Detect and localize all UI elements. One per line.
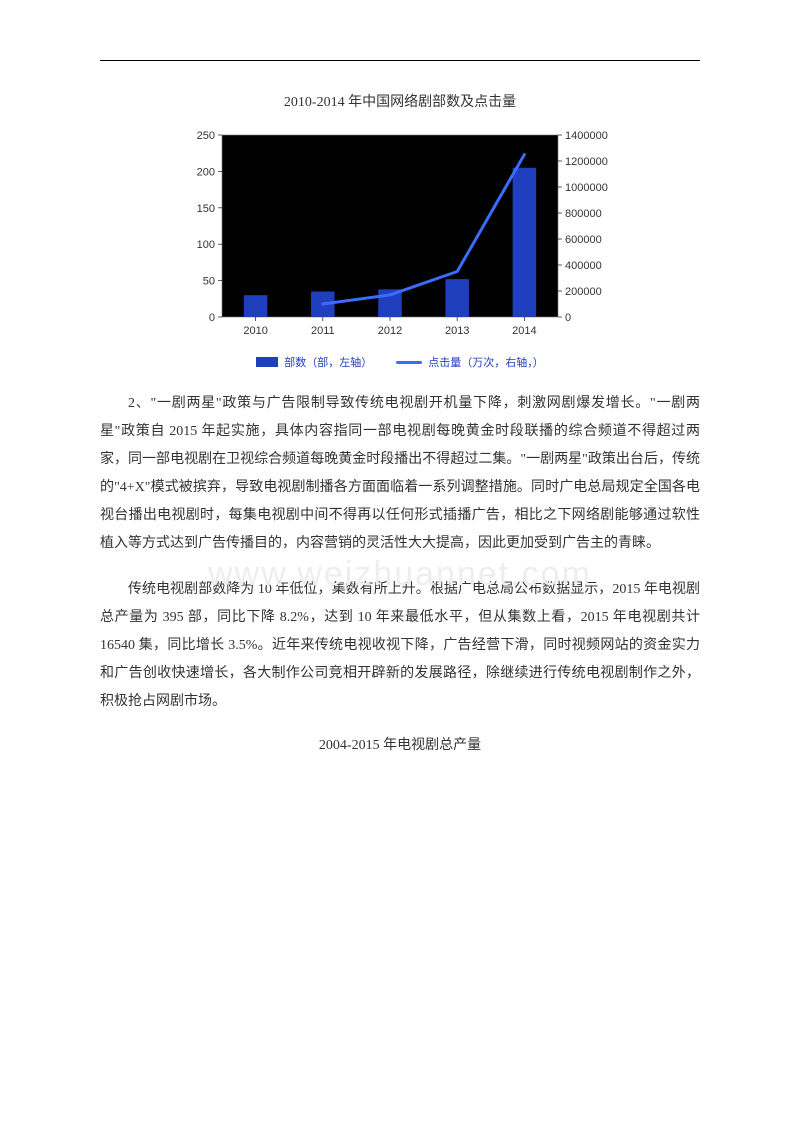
svg-text:2014: 2014 [512,325,536,337]
svg-text:100: 100 [197,239,215,251]
paragraph-2: 传统电视剧部数降为 10 年低位，集数有所上升。根据广电总局公布数据显示，201… [100,576,700,716]
document-page: 2010-2014 年中国网络剧部数及点击量 0 50 100 150 200 250 0 2… [0,0,800,1132]
svg-text:1000000: 1000000 [565,182,608,194]
chart1-container: 0 50 100 150 200 250 0 200000 400000 600000 800000… [180,125,620,370]
svg-text:2010: 2010 [243,325,267,337]
legend-line-swatch [396,361,422,364]
svg-text:400000: 400000 [565,260,602,272]
legend-bar-label: 部数（部，左轴） [284,354,372,370]
legend-bar: 部数（部，左轴） [256,354,372,370]
chart1-svg: 0 50 100 150 200 250 0 200000 400000 600000 800000… [180,125,620,345]
svg-text:0: 0 [209,312,215,324]
chart1-title: 2010-2014 年中国网络剧部数及点击量 [100,91,700,111]
svg-text:2012: 2012 [378,325,402,337]
svg-text:600000: 600000 [565,234,602,246]
svg-text:800000: 800000 [565,208,602,220]
svg-text:150: 150 [197,203,215,215]
chart1-legend: 部数（部，左轴） 点击量（万次，右轴，） [180,354,620,370]
svg-text:200000: 200000 [565,286,602,298]
svg-text:0: 0 [565,312,571,324]
header-rule [100,60,700,61]
svg-text:50: 50 [203,276,215,288]
chart2-title: 2004-2015 年电视剧总产量 [100,734,700,754]
legend-bar-swatch [256,357,278,367]
legend-line-label: 点击量（万次，右轴，） [428,354,544,370]
legend-line: 点击量（万次，右轴，） [396,354,544,370]
paragraph-1: 2、"一剧两星"政策与广告限制导致传统电视剧开机量下降，刺激网剧爆发增长。"一剧… [100,390,700,558]
svg-text:2011: 2011 [311,325,335,337]
svg-text:200: 200 [197,166,215,178]
svg-text:1400000: 1400000 [565,130,608,142]
svg-text:1200000: 1200000 [565,156,608,168]
svg-text:250: 250 [197,130,215,142]
svg-text:2013: 2013 [445,325,469,337]
